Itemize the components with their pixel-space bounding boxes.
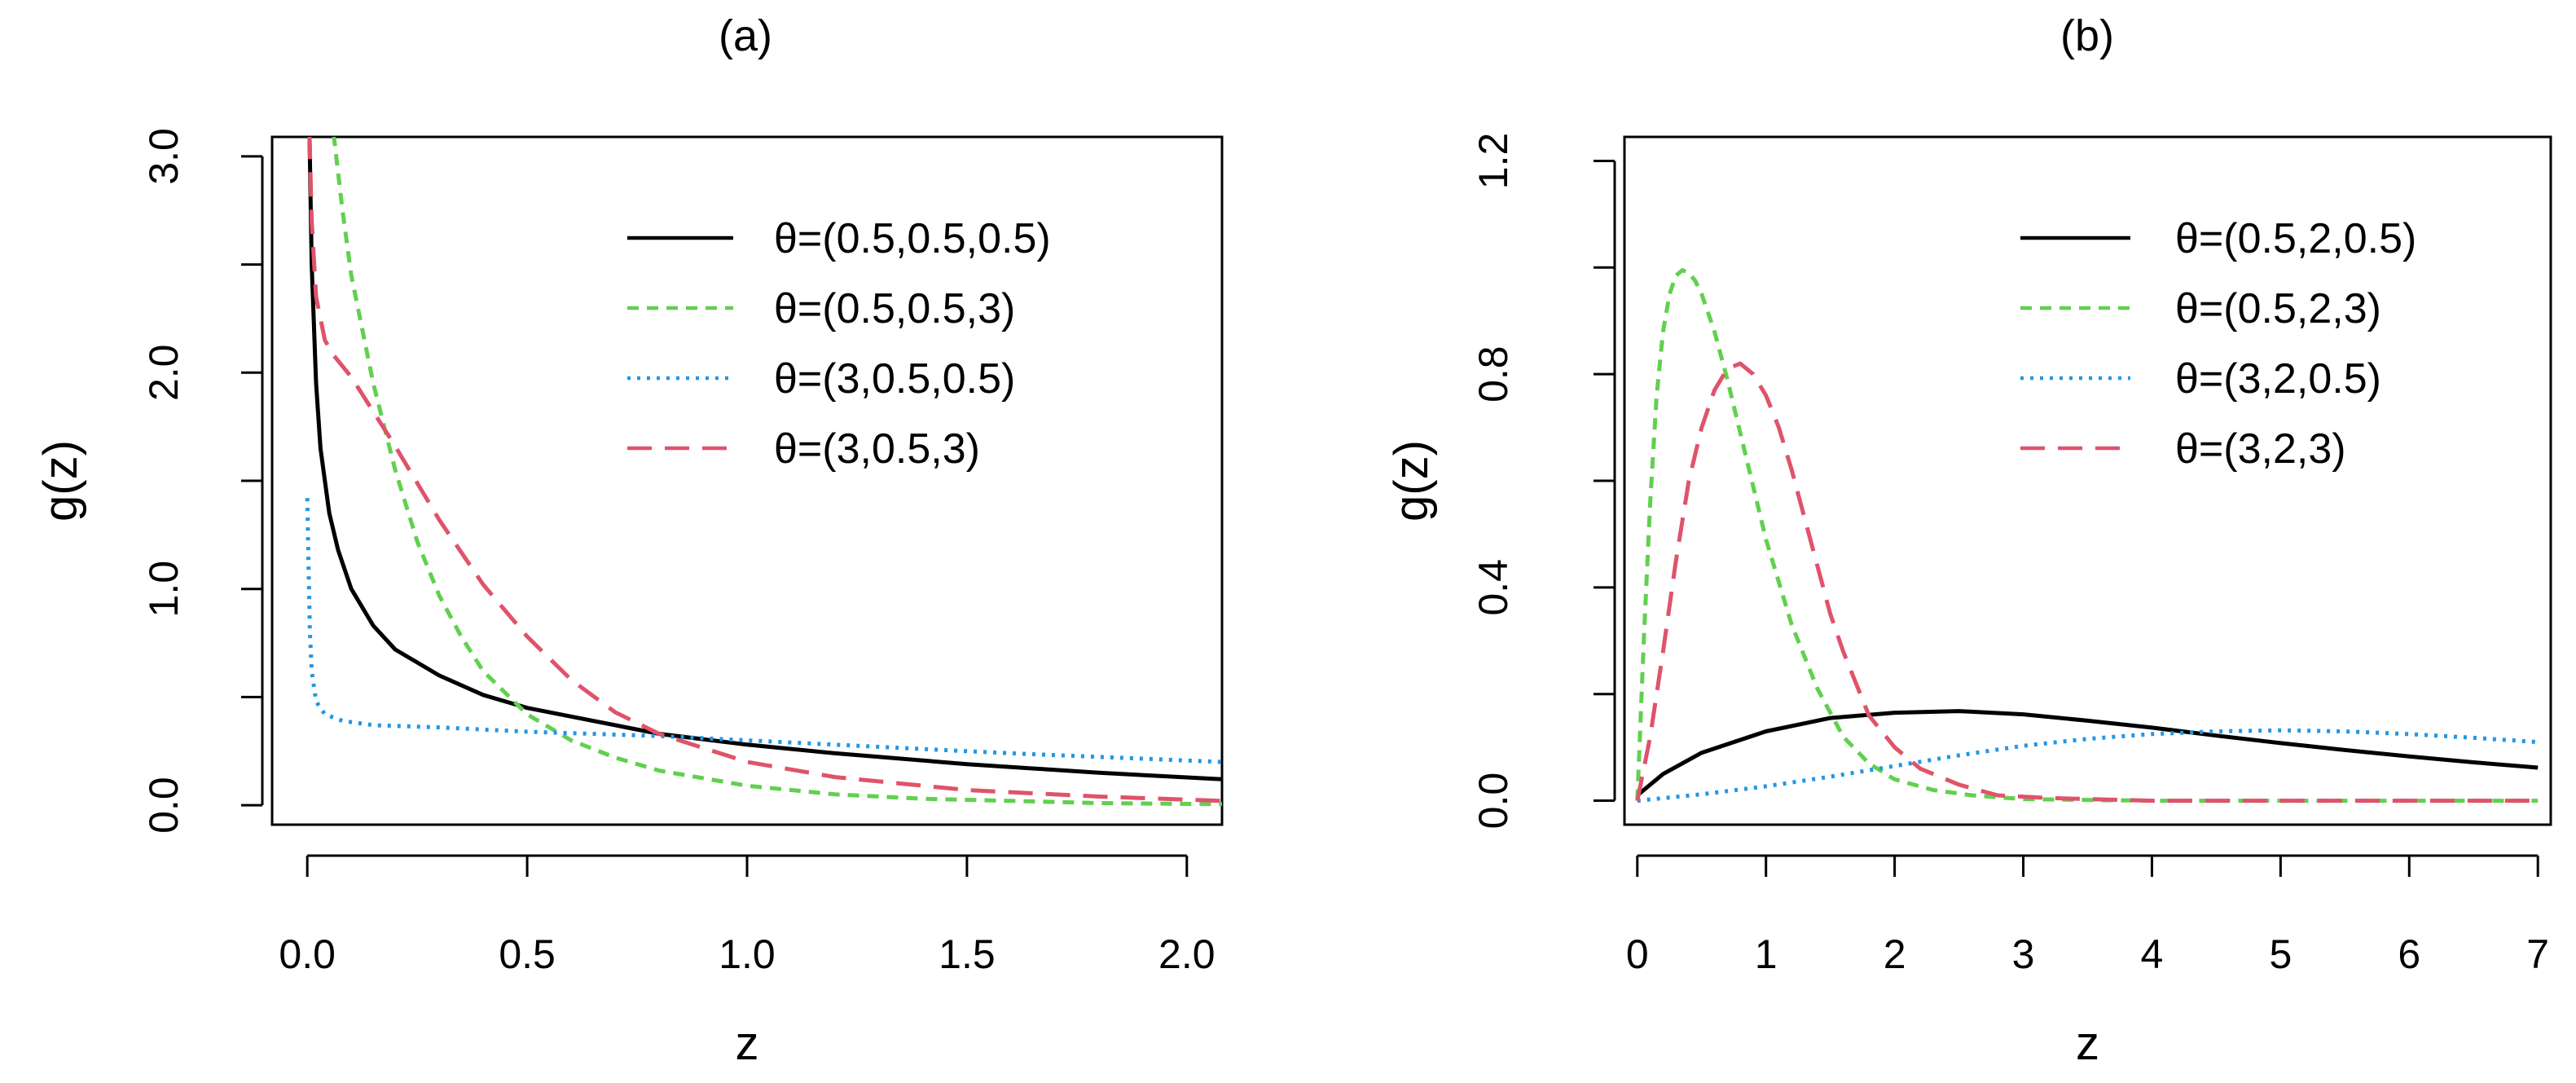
series-group: [305, 137, 1222, 807]
series-line-3: [305, 498, 1222, 764]
x-axis-label: z: [2076, 1017, 2099, 1070]
y-tick-label: 0.4: [1470, 559, 1516, 616]
chart-title: (b): [2060, 11, 2114, 60]
y-tick-label: 0.0: [141, 777, 187, 834]
x-tick-label: 0.0: [279, 931, 336, 977]
legend-label-4: θ=(3,2,3): [2175, 425, 2346, 473]
legend-label-3: θ=(3,2,0.5): [2175, 355, 2381, 403]
series-group: [1635, 268, 2539, 803]
legend: θ=(0.5,0.5,0.5) θ=(0.5,0.5,3) θ=(3,0.5,0.5…: [627, 215, 1051, 473]
panel-b: (b) 0 1 2 3 4 5 6 7 z 0.0 0.4 0.8 1.2 g(z) θ=(0.5,2,0.5…: [1385, 11, 2552, 1070]
legend-label-4: θ=(3,0.5,3): [774, 425, 980, 473]
x-tick-label: 1: [1755, 931, 1778, 977]
y-tick-label: 2.0: [141, 345, 187, 402]
series-line-2: [1635, 268, 2539, 803]
legend-label-2: θ=(0.5,0.5,3): [774, 285, 1015, 332]
x-tick-label: 7: [2526, 931, 2549, 977]
legend-label-1: θ=(0.5,0.5,0.5): [774, 215, 1051, 262]
y-axis-label: g(z): [34, 440, 87, 522]
y-tick-label: 1.0: [141, 561, 187, 618]
x-tick-label: 3: [2012, 931, 2035, 977]
x-tick-label: 0: [1626, 931, 1649, 977]
legend-label-2: θ=(0.5,2,3): [2175, 285, 2381, 332]
y-tick-label: 0.0: [1470, 773, 1516, 830]
panel-a: (a) 0.0 0.5 1.0 1.5 2.0 z 0.0 1.0 2.0 3.0 g(z) θ=(0.…: [34, 11, 1224, 1070]
legend: θ=(0.5,2,0.5) θ=(0.5,2,3) θ=(3,2,0.5) θ=(3,…: [2020, 215, 2416, 473]
series-line-4: [1635, 361, 2539, 803]
x-axis-label: z: [736, 1017, 759, 1070]
y-axis-label: g(z): [1385, 440, 1438, 522]
x-tick-label: 0.5: [499, 931, 556, 977]
legend-label-1: θ=(0.5,2,0.5): [2175, 215, 2416, 262]
x-tick-label: 1.5: [939, 931, 996, 977]
series-line-1: [307, 137, 1222, 781]
series-line-3: [1637, 728, 2539, 803]
plot-frame: [270, 135, 1224, 826]
plot-frame: [1623, 135, 2552, 826]
y-tick-label: 0.8: [1470, 346, 1516, 403]
legend-label-3: θ=(3,0.5,0.5): [774, 355, 1015, 403]
series-line-1: [1636, 709, 2539, 797]
x-tick-label: 2: [1884, 931, 1906, 977]
chart-title: (a): [719, 11, 772, 60]
y-tick-label: 3.0: [141, 128, 187, 185]
x-tick-label: 6: [2398, 931, 2420, 977]
x-tick-label: 5: [2269, 931, 2292, 977]
series-line-4: [307, 137, 1222, 803]
y-tick-label: 1.2: [1470, 133, 1516, 190]
x-tick-label: 1.0: [719, 931, 776, 977]
x-tick-label: 4: [2141, 931, 2164, 977]
x-tick-label: 2.0: [1158, 931, 1215, 977]
